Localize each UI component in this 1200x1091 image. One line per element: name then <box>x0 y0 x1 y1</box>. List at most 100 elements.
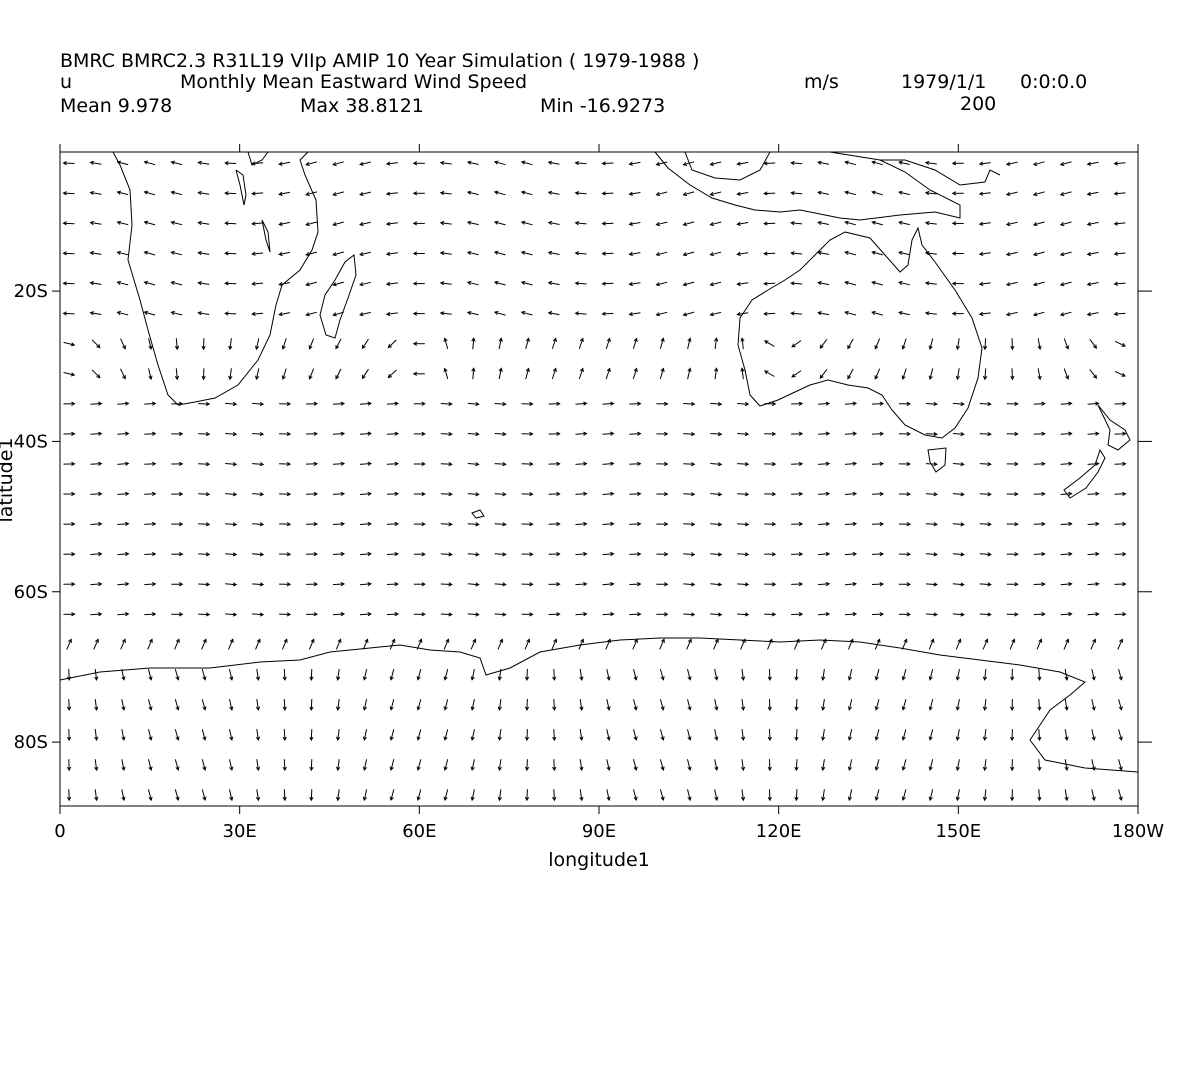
wind-arrow-head <box>606 706 611 711</box>
wind-arrow-head <box>525 367 530 373</box>
wind-arrow <box>413 612 426 617</box>
wind-arrow <box>791 612 804 617</box>
wind-arrow <box>308 638 315 650</box>
wind-arrow-head <box>502 492 507 497</box>
wind-arrow-head <box>497 676 502 681</box>
wind-arrow <box>1114 582 1127 587</box>
wind-arrow-head <box>633 337 638 343</box>
wind-arrow-shaft <box>659 699 664 710</box>
wind-arrow-shaft <box>741 368 744 380</box>
wind-arrow-head <box>951 191 957 196</box>
wind-arrow-head <box>278 161 283 166</box>
y-axis-title: latitude1 <box>0 438 17 523</box>
wind-arrow <box>1032 251 1045 257</box>
wind-arrow-shaft <box>359 311 371 316</box>
wind-arrow <box>252 492 265 497</box>
wind-arrow-head <box>385 281 391 286</box>
wind-arrow-head <box>443 337 448 342</box>
wind-arrow-shaft <box>63 282 75 285</box>
wind-arrow-head <box>62 311 67 316</box>
wind-arrow <box>386 401 399 406</box>
wind-arrow-head <box>798 461 804 467</box>
wind-arrow-head <box>767 676 772 681</box>
wind-arrow <box>1032 221 1045 227</box>
wind-arrow-head <box>439 251 445 256</box>
wind-arrow-shaft <box>791 192 803 195</box>
wind-arrow-shaft <box>359 523 371 525</box>
wind-arrow <box>659 789 665 802</box>
coastline-india <box>261 219 271 253</box>
wind-arrow-head <box>148 676 153 681</box>
wind-arrow-head <box>520 220 526 225</box>
wind-arrow-shaft <box>252 463 264 465</box>
wind-arrow <box>898 431 911 437</box>
wind-arrow-shaft <box>822 729 825 741</box>
wind-arrow-shaft <box>229 698 233 711</box>
wind-arrow-head <box>1037 796 1042 802</box>
wind-arrow-head <box>1091 736 1096 741</box>
wind-arrow-head <box>1014 491 1019 497</box>
wind-arrow-shaft <box>602 252 614 255</box>
wind-arrow-head <box>251 311 256 316</box>
wind-arrow-shaft <box>440 312 452 315</box>
wind-arrow-head <box>928 796 933 802</box>
wind-arrow-shaft <box>710 311 722 316</box>
wind-arrow-shaft <box>121 789 125 801</box>
wind-arrow-shaft <box>845 251 857 256</box>
wind-arrow-head <box>498 337 503 342</box>
wind-arrow-head <box>709 161 714 166</box>
wind-arrow-shaft <box>632 338 638 350</box>
wind-arrow <box>1006 522 1019 527</box>
wind-arrow-head <box>178 491 184 497</box>
wind-arrow-head <box>255 676 261 681</box>
wind-arrow <box>602 431 615 436</box>
wind-arrow <box>332 431 346 436</box>
wind-arrow <box>359 251 371 257</box>
date-label: 1979/1/1 <box>901 71 987 93</box>
wind-arrow-shaft <box>467 613 479 616</box>
wind-arrow-shaft <box>575 162 587 165</box>
wind-arrow <box>794 698 799 712</box>
wind-arrow-shaft <box>575 222 587 225</box>
wind-arrow-shaft <box>444 368 449 380</box>
wind-arrow <box>682 251 695 257</box>
wind-arrow-shaft <box>1033 311 1045 316</box>
wind-arrow <box>335 338 342 350</box>
coastline-antarctica <box>59 637 1139 773</box>
wind-arrow <box>847 789 853 802</box>
wind-arrow-shaft <box>548 312 560 316</box>
wind-arrow <box>606 759 611 772</box>
wind-arrow-head <box>1014 431 1019 437</box>
wind-arrow <box>847 668 853 681</box>
wind-arrow <box>305 551 319 557</box>
wind-arrow-shaft <box>175 338 178 350</box>
wind-arrow <box>736 221 749 226</box>
wind-arrow <box>713 337 719 350</box>
wind-arrow-head <box>313 612 319 617</box>
wind-arrow-head <box>871 280 876 285</box>
wind-arrow <box>467 431 480 437</box>
wind-arrow-shaft <box>845 281 857 286</box>
wind-arrow <box>362 789 368 802</box>
wind-arrow-shaft <box>117 311 129 316</box>
wind-arrow <box>1114 431 1127 436</box>
wind-arrow-head <box>283 638 288 643</box>
wind-arrow-head <box>960 612 965 617</box>
wind-arrow-head <box>901 345 906 350</box>
wind-arrow <box>574 281 587 286</box>
wind-arrow <box>579 759 584 772</box>
wind-arrow <box>682 281 695 287</box>
wind-arrow <box>521 431 534 437</box>
wind-arrow <box>898 552 911 557</box>
wind-arrow <box>817 160 830 165</box>
wind-arrow-head <box>1091 706 1096 711</box>
wind-arrow-shaft <box>362 639 369 650</box>
wind-arrow <box>1087 581 1100 587</box>
wind-arrow-head <box>394 551 399 557</box>
coastline-australia <box>737 226 983 439</box>
wind-arrow-shaft <box>687 368 691 380</box>
wind-arrow-head <box>278 221 283 226</box>
wind-arrow <box>1114 551 1127 557</box>
wind-arrow-head <box>1118 736 1123 741</box>
wind-arrow-head <box>637 612 642 617</box>
